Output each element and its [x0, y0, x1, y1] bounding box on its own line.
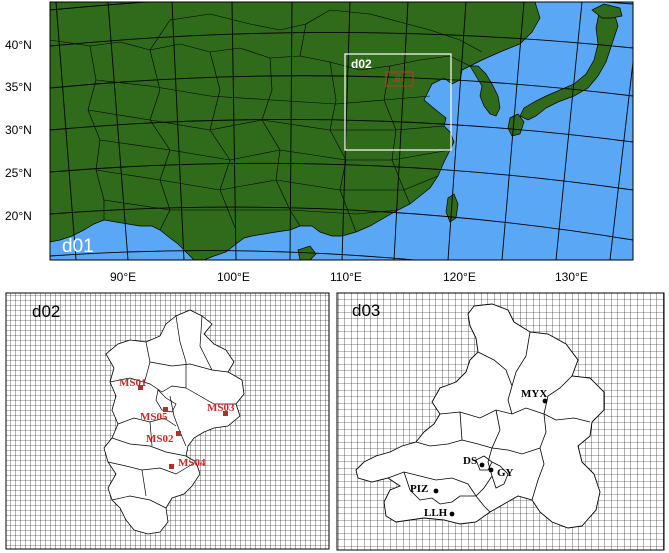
- site-ms03-label: MS03: [207, 402, 235, 414]
- d03-region-borders: [387, 331, 591, 513]
- d01-borders: [50, 9, 483, 233]
- d03-panel-label: d03: [352, 301, 380, 320]
- d02-panel-label: d02: [32, 302, 60, 321]
- station-ds-marker: [479, 462, 485, 468]
- d01-mainland: [50, 2, 541, 260]
- site-ms04-marker: [169, 464, 174, 469]
- d01-hokkaido: [591, 3, 623, 19]
- site-ms03-marker: [223, 411, 228, 416]
- station-llh-label: LLH: [424, 507, 448, 519]
- site-ms04-label: MS04: [178, 457, 206, 469]
- station-ds-label: DS: [463, 455, 477, 467]
- d01-kyushu: [507, 113, 525, 137]
- d02-domain-box: [344, 53, 452, 151]
- station-piz-marker: [433, 488, 439, 494]
- lon-label-130: 130°E: [555, 270, 588, 284]
- lat-label-20: 20°N: [5, 209, 32, 223]
- d02-region-borders: [107, 315, 236, 509]
- d03-panel: d03 MYX DS GY PIZ LLH: [336, 292, 665, 551]
- site-ms05-marker: [163, 407, 168, 412]
- station-llh-marker: [449, 511, 455, 517]
- site-ms02-label: MS02: [146, 433, 174, 445]
- lon-label-90: 90°E: [110, 270, 136, 284]
- lat-label-35: 35°N: [5, 80, 32, 94]
- lat-label-25: 25°N: [5, 166, 32, 180]
- site-ms01-marker: [138, 385, 143, 390]
- lon-label-100: 100°E: [217, 270, 250, 284]
- station-gy-label: GY: [497, 467, 514, 479]
- d02-panel: d02 MS01 MS05 MS03 MS02 MS04: [5, 292, 330, 550]
- lon-label-110: 110°E: [330, 270, 362, 284]
- lat-label-40: 40°N: [5, 38, 32, 52]
- d01-graticule: [50, 2, 633, 260]
- lat-label-30: 30°N: [5, 123, 32, 137]
- d03-region: [355, 303, 605, 529]
- d01-japan: [519, 7, 619, 121]
- d03-inset-box: [385, 71, 414, 87]
- station-myx-marker: [542, 398, 548, 404]
- site-ms05-label: MS05: [140, 411, 168, 423]
- d01-frame: [49, 1, 634, 261]
- station-piz-label: PIZ: [410, 483, 428, 495]
- site-ms02-marker: [176, 431, 181, 436]
- d03-inset-label: d03: [393, 76, 404, 84]
- d01-korea: [469, 65, 501, 117]
- d02-box-label: d02: [351, 57, 372, 71]
- d01-panel-label: d01: [62, 236, 94, 257]
- lon-label-120: 120°E: [443, 270, 476, 284]
- station-gy-marker: [488, 467, 494, 473]
- site-ms01-label: MS01: [119, 377, 147, 389]
- d01-panel: d02 d03 d01 40°N 35°N 30°N 25°N 20°N 90°…: [5, 1, 634, 284]
- station-myx-label: MYX: [521, 388, 547, 400]
